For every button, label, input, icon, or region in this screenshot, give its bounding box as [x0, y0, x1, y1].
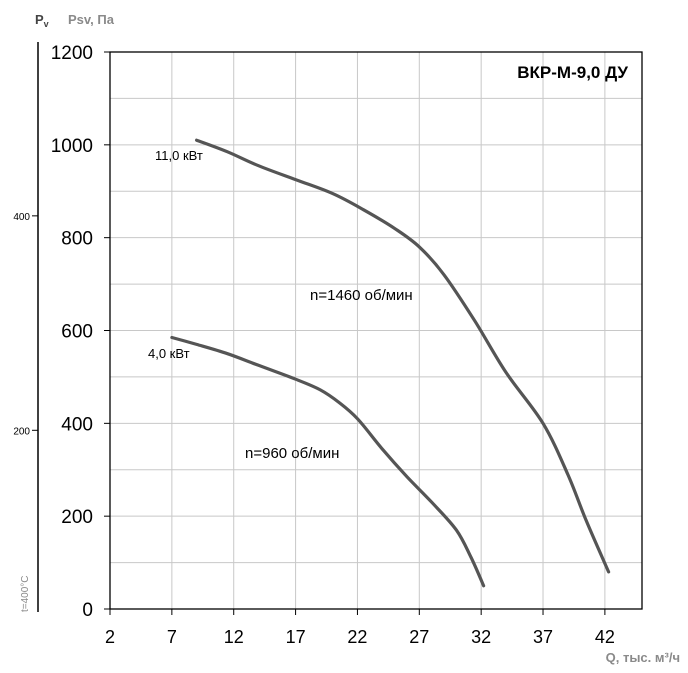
x-tick-label: 22 [347, 627, 367, 647]
labels: ВКР-М-9,0 ДУ Q, тыс. м³/ч Pv Psv, Па t=4… [20, 12, 680, 665]
pv-axis-label-sub: v [44, 19, 49, 29]
pv-axis-label-main: P [35, 12, 44, 27]
x-tick-label: 17 [286, 627, 306, 647]
series-line-1 [170, 335, 486, 588]
y-tick-label: 200 [61, 507, 93, 528]
y-tick-label: 400 [61, 414, 93, 435]
y-tick-label: 1000 [51, 136, 93, 157]
tick-labels: 2 7 12 17 22 27 32 37 42020040060080010001200200… [13, 43, 615, 647]
chart-title: ВКР-М-9,0 ДУ [517, 63, 628, 82]
psv-axis-label: Psv, Па [68, 12, 115, 27]
y-tick-label: 1200 [51, 43, 93, 64]
x-tick-label: 12 [224, 627, 244, 647]
y-tick-label: 800 [61, 229, 93, 250]
pv-tick-label: 400 [13, 212, 30, 223]
x-tick-label: 27 [409, 627, 429, 647]
pv-axis-label: Pv [35, 12, 49, 29]
y-tick-label: 0 [82, 600, 93, 621]
x-tick-label: 7 [167, 627, 177, 647]
series-name-label: n=960 об/мин [245, 445, 339, 462]
series-power-label: 11,0 кВт [155, 148, 203, 163]
series-line-0 [195, 138, 611, 574]
x-tick-label: 2 [105, 627, 115, 647]
x-tick-label: 42 [595, 627, 615, 647]
series: n=1460 об/мин 11,0 кВт n=960 об/мин 4,0 кВт [148, 138, 611, 588]
pv-tick-label: 200 [13, 426, 30, 437]
grid [110, 52, 642, 609]
series-name-label: n=1460 об/мин [310, 287, 413, 304]
axes [37, 42, 643, 612]
y-tick-label: 600 [61, 322, 93, 343]
x-tick-label: 37 [533, 627, 553, 647]
x-axis-label: Q, тыс. м³/ч [606, 650, 680, 665]
x-tick-label: 32 [471, 627, 491, 647]
series-power-label: 4,0 кВт [148, 346, 190, 361]
temperature-label: t=400°C [20, 575, 31, 612]
